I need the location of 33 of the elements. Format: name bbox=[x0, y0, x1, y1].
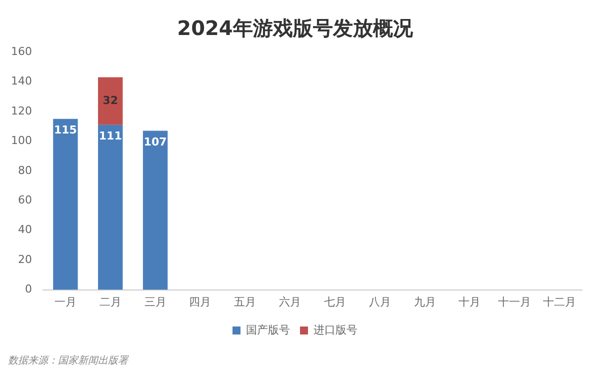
data-label: 111 bbox=[98, 130, 122, 143]
data-label: 32 bbox=[102, 94, 118, 107]
chart-title: 2024年游戏版号发放概况 bbox=[177, 16, 414, 40]
y-tick-label: 160 bbox=[10, 44, 32, 58]
y-tick-label: 40 bbox=[18, 223, 32, 236]
y-tick-label: 80 bbox=[18, 164, 32, 177]
bar bbox=[53, 118, 78, 290]
x-tick-label: 八月 bbox=[368, 295, 391, 308]
x-tick-label: 三月 bbox=[144, 295, 166, 308]
bar bbox=[142, 130, 168, 290]
data-label: 115 bbox=[54, 124, 77, 137]
y-tick-label: 0 bbox=[24, 282, 32, 296]
x-tick-label: 六月 bbox=[279, 295, 302, 308]
data-label: 107 bbox=[144, 136, 167, 149]
legend-label: 进口版号 bbox=[314, 323, 358, 336]
y-tick-label: 140 bbox=[10, 74, 32, 88]
y-tick-label: 120 bbox=[10, 104, 32, 118]
y-tick-label: 60 bbox=[18, 193, 32, 206]
x-tick-label: 一月 bbox=[54, 295, 76, 308]
legend-label: 国产版号 bbox=[246, 323, 290, 336]
y-tick-label: 20 bbox=[18, 252, 32, 266]
source-note: 数据来源：国家新闻出版署 bbox=[8, 354, 129, 367]
bar bbox=[98, 77, 123, 125]
bar bbox=[98, 124, 123, 290]
x-tick-label: 十一月 bbox=[498, 295, 532, 308]
x-tick-label: 二月 bbox=[99, 295, 122, 308]
x-tick-label: 七月 bbox=[324, 295, 346, 308]
x-tick-label: 十月 bbox=[458, 295, 481, 308]
x-tick-label: 五月 bbox=[234, 295, 256, 308]
y-tick-label: 100 bbox=[10, 134, 32, 148]
x-tick-label: 十二月 bbox=[543, 295, 576, 308]
x-tick-label: 九月 bbox=[414, 295, 436, 308]
x-tick-label: 四月 bbox=[189, 295, 212, 308]
